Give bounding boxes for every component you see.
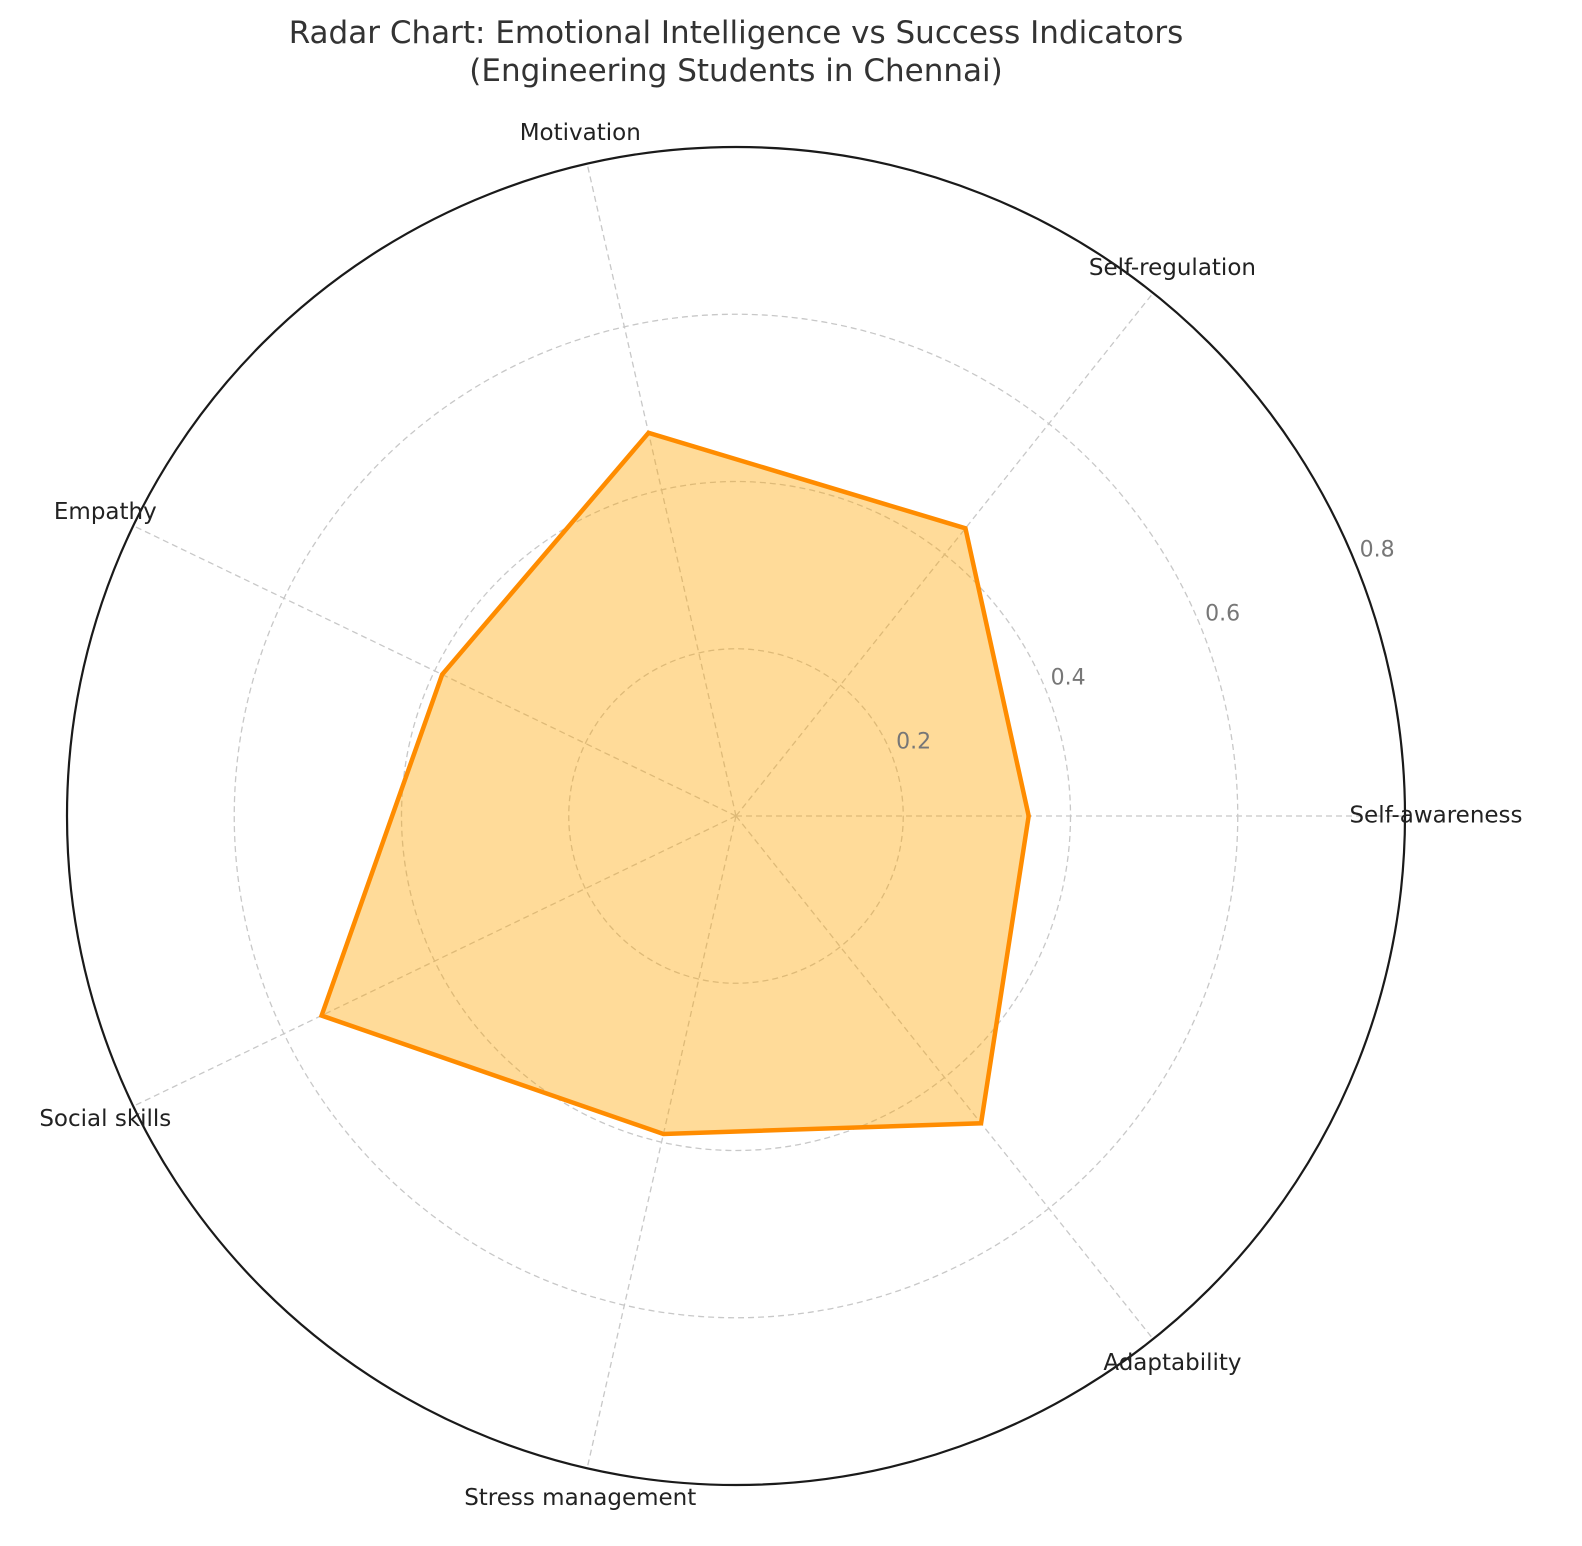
- category-label: Empathy: [54, 499, 157, 525]
- r-tick-label: 0.4: [1051, 665, 1086, 690]
- category-label: Motivation: [520, 120, 641, 146]
- spoke: [735, 815, 1154, 1340]
- category-label: Stress management: [464, 1485, 696, 1511]
- r-tick-label: 0.8: [1360, 537, 1395, 562]
- spoke: [735, 292, 1154, 817]
- category-label: Self-awareness: [1349, 803, 1522, 829]
- outer-frame: [65, 145, 1407, 1487]
- category-label: Adaptability: [1103, 1350, 1241, 1376]
- chart-title: Radar Chart: Emotional Intelligence vs S…: [288, 15, 1184, 89]
- r-tick-label: 0.2: [896, 729, 931, 754]
- category-label: Self-regulation: [1089, 255, 1256, 281]
- spoke: [132, 815, 737, 1107]
- grid-ring: [568, 648, 904, 984]
- spoke: [132, 525, 737, 817]
- r-tick-label: 0.6: [1205, 601, 1240, 626]
- data-area: [318, 430, 1031, 1137]
- category-label: Social skills: [39, 1106, 171, 1132]
- spoke: [586, 815, 737, 1469]
- spoke: [586, 163, 737, 817]
